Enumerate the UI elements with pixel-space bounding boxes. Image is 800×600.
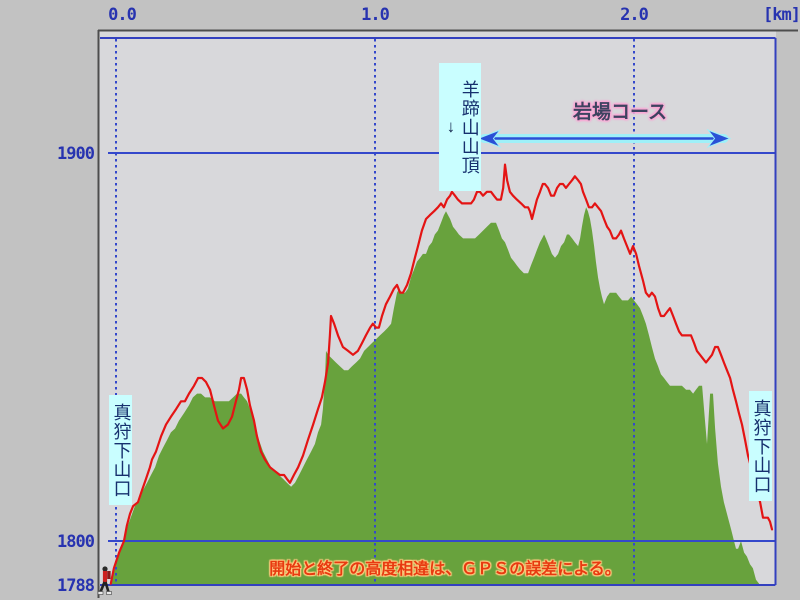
rocky-section-label: 岩場コース — [572, 102, 668, 123]
terrain-area-series — [110, 207, 760, 586]
y-axis-tick-1800: 1800 — [57, 532, 95, 552]
window-3d-border — [97, 29, 798, 598]
x-axis-unit-label: [km] — [763, 5, 800, 25]
summit-label: 羊蹄山山頂 ↓ — [439, 63, 481, 191]
gps-track-line-series — [109, 163, 774, 585]
trailhead-label-right: 真狩下山口 — [749, 391, 773, 501]
plot-frame — [100, 37, 777, 586]
x-axis-tick-2km: 2.0 — [620, 5, 649, 25]
summit-label-text: 羊蹄山山頂 — [459, 79, 480, 175]
gps-error-note: 開始と終了の高度相違は、ＧＰＳの誤差による。 — [269, 561, 621, 578]
trailhead-label-left: 真狩下山口 — [109, 395, 133, 505]
rocky-section-arrow — [476, 128, 732, 149]
y-axis-tick-1788: 1788 — [57, 576, 95, 596]
down-arrow-icon: ↓ — [441, 117, 461, 137]
x-axis-tick-1km: 1.0 — [361, 5, 390, 25]
hiker-icon — [97, 566, 112, 595]
x-axis-tick-0km: 0.0 — [108, 5, 137, 25]
y-axis-tick-1900: 1900 — [57, 144, 95, 164]
